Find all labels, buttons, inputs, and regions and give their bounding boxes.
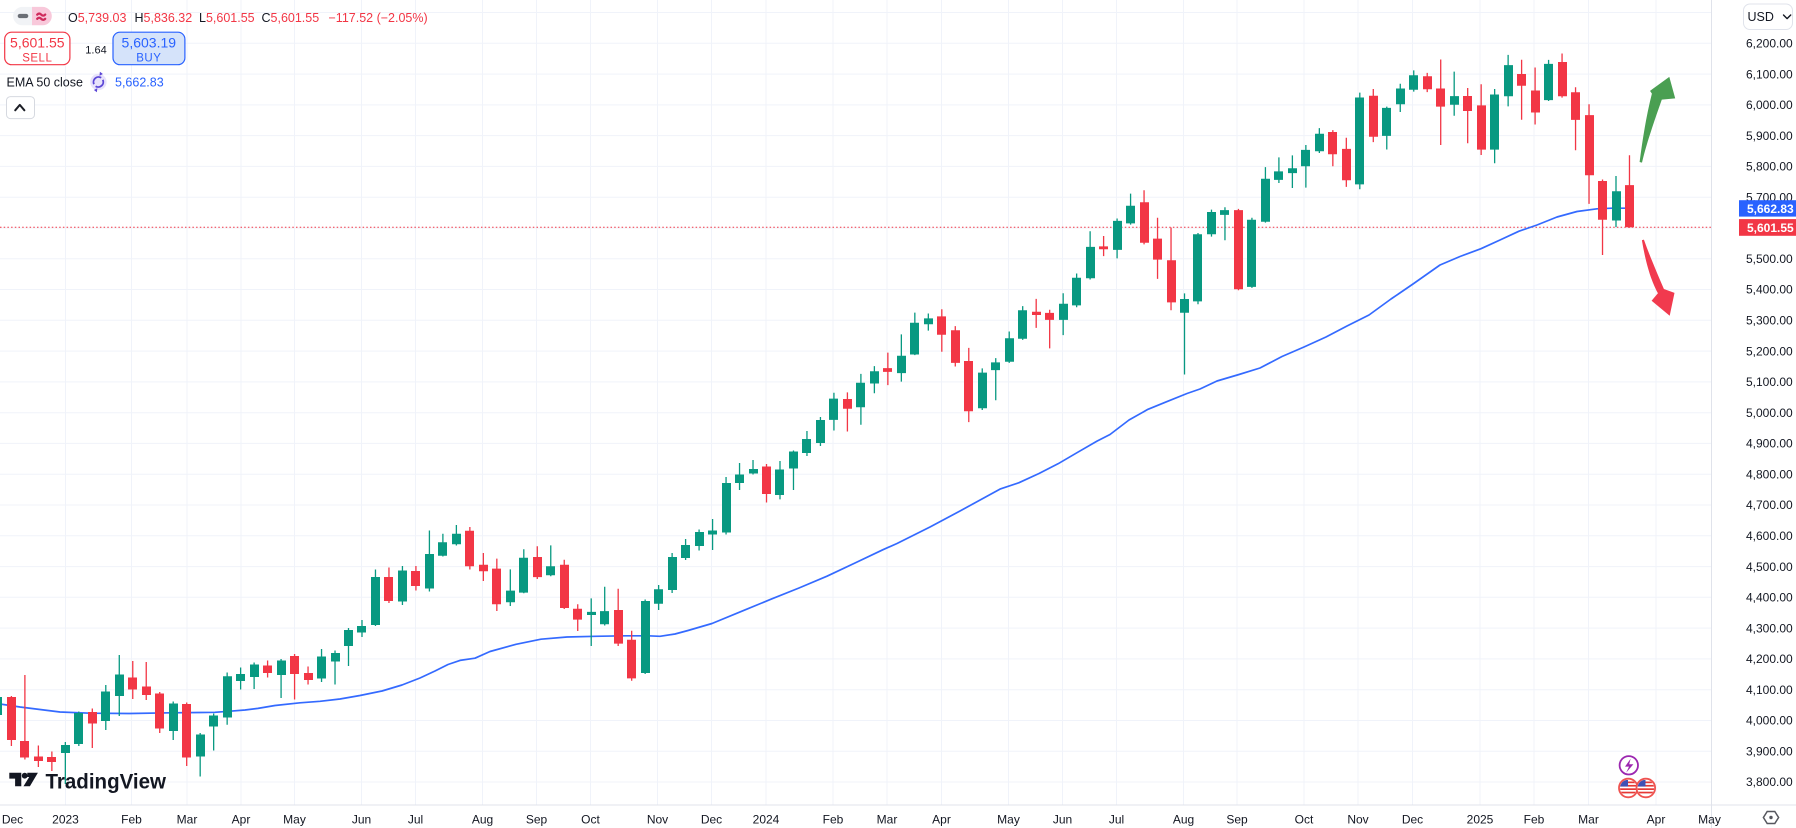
svg-text:Mar: Mar [1578,813,1599,827]
svg-text:Oct: Oct [1295,813,1314,827]
svg-text:5,500.00: 5,500.00 [1746,252,1793,266]
svg-text:5,000.00: 5,000.00 [1746,406,1793,420]
svg-text:4,300.00: 4,300.00 [1746,621,1793,635]
svg-text:Apr: Apr [1647,813,1666,827]
svg-text:Dec: Dec [1402,813,1423,827]
svg-text:4,900.00: 4,900.00 [1746,437,1793,451]
svg-text:Sep: Sep [526,813,548,827]
svg-text:4,100.00: 4,100.00 [1746,683,1793,697]
svg-text:4,800.00: 4,800.00 [1746,467,1793,481]
svg-text:4,600.00: 4,600.00 [1746,529,1793,543]
svg-text:Nov: Nov [1347,813,1368,827]
svg-text:3,900.00: 3,900.00 [1746,744,1793,758]
svg-text:2023: 2023 [52,813,79,827]
svg-text:Jun: Jun [352,813,371,827]
svg-text:Apr: Apr [932,813,951,827]
svg-text:TradingView: TradingView [46,771,167,794]
svg-text:EMA 50 close: EMA 50 close [7,76,83,90]
svg-text:Nov: Nov [647,813,668,827]
svg-text:Feb: Feb [1524,813,1545,827]
svg-text:5,662.83: 5,662.83 [115,76,164,90]
svg-text:4,400.00: 4,400.00 [1746,591,1793,605]
svg-text:3,800.00: 3,800.00 [1746,775,1793,789]
svg-text:Dec: Dec [701,813,722,827]
svg-text:SELL: SELL [22,52,52,64]
svg-text:5,200.00: 5,200.00 [1746,344,1793,358]
svg-text:4,500.00: 4,500.00 [1746,560,1793,574]
svg-text:May: May [1698,813,1721,827]
svg-text:BUY: BUY [136,52,161,64]
svg-text:6,100.00: 6,100.00 [1746,67,1793,81]
svg-text:2024: 2024 [753,813,780,827]
svg-text:5,603.19: 5,603.19 [122,34,177,50]
svg-text:May: May [283,813,306,827]
svg-text:6,000.00: 6,000.00 [1746,98,1793,112]
svg-text:Aug: Aug [1173,813,1194,827]
svg-text:5,100.00: 5,100.00 [1746,375,1793,389]
svg-text:5,800.00: 5,800.00 [1746,160,1793,174]
svg-text:Oct: Oct [581,813,600,827]
svg-text:1.64: 1.64 [85,45,106,57]
svg-text:5,400.00: 5,400.00 [1746,283,1793,297]
svg-text:−117.52 (−2.05%): −117.52 (−2.05%) [329,11,428,25]
svg-text:5,601.55: 5,601.55 [10,34,65,50]
svg-text:May: May [997,813,1020,827]
svg-text:Jul: Jul [408,813,423,827]
svg-text:2025: 2025 [1467,813,1494,827]
svg-text:USD: USD [1748,10,1774,24]
svg-text:O5,739.03: O5,739.03 [68,11,126,25]
svg-text:L5,601.55: L5,601.55 [199,11,255,25]
svg-text:Mar: Mar [177,813,198,827]
svg-text:5,601.55: 5,601.55 [1747,221,1794,235]
svg-text:5,662.83: 5,662.83 [1747,202,1794,216]
svg-text:5,900.00: 5,900.00 [1746,129,1793,143]
svg-text:Feb: Feb [121,813,142,827]
svg-text:H5,836.32: H5,836.32 [135,11,193,25]
svg-text:4,200.00: 4,200.00 [1746,652,1793,666]
svg-text:4,700.00: 4,700.00 [1746,498,1793,512]
svg-text:Jun: Jun [1053,813,1072,827]
svg-text:Apr: Apr [232,813,251,827]
svg-text:Sep: Sep [1226,813,1248,827]
svg-text:6,200.00: 6,200.00 [1746,37,1793,51]
svg-text:Dec: Dec [2,813,23,827]
svg-text:Mar: Mar [877,813,898,827]
svg-text:5,300.00: 5,300.00 [1746,314,1793,328]
svg-text:Jul: Jul [1109,813,1124,827]
svg-text:Feb: Feb [823,813,844,827]
svg-text:4,000.00: 4,000.00 [1746,714,1793,728]
svg-text:Aug: Aug [472,813,493,827]
svg-text:C5,601.55: C5,601.55 [262,11,320,25]
